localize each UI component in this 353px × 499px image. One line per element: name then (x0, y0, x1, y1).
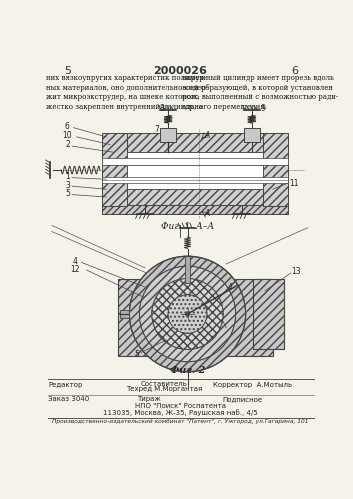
Text: 1: 1 (65, 173, 70, 182)
Text: Техред М.Моргантая: Техред М.Моргантая (126, 386, 202, 392)
Circle shape (168, 295, 207, 333)
Text: 1: 1 (170, 286, 174, 295)
Bar (263, 133, 288, 206)
Text: Производственно-издательский комбинат "Патент", г. Ужгород, ул.Гагарина, 101: Производственно-издательский комбинат "П… (52, 420, 309, 425)
Text: 4: 4 (228, 282, 233, 291)
Text: 7: 7 (154, 125, 159, 134)
Bar (127, 133, 263, 152)
Text: НПО "Поиск" Роспатента: НПО "Поиск" Роспатента (135, 403, 226, 409)
Text: Фиг. 1  А–А: Фиг. 1 А–А (161, 222, 214, 231)
Text: 4: 4 (73, 257, 78, 266)
Bar (102, 177, 288, 183)
Bar (127, 189, 263, 205)
Text: 3: 3 (65, 181, 70, 190)
Text: Редактор: Редактор (48, 382, 82, 388)
Bar (127, 152, 263, 189)
Text: 5: 5 (135, 350, 139, 359)
Text: 8: 8 (160, 104, 164, 113)
Circle shape (130, 256, 246, 372)
Text: 5: 5 (64, 66, 71, 76)
Text: Корректор  А.Мотыль: Корректор А.Мотыль (213, 382, 292, 388)
Bar (185, 256, 190, 283)
Text: Фиг. 2: Фиг. 2 (170, 366, 205, 375)
Text: 11: 11 (289, 179, 298, 188)
Text: Составитель: Составитель (141, 381, 188, 387)
Bar (160, 128, 176, 142)
Text: наружный цилиндр имеет прорезь вдоль
всей образующей, в которой установлен
нож, : наружный цилиндр имеет прорезь вдоль все… (182, 74, 338, 111)
Text: Заказ 3040: Заказ 3040 (48, 396, 89, 402)
Text: Подписное: Подписное (222, 396, 263, 402)
Text: ниx вязкоупругих характеристик полимер-
ных материалов, оно дополнительно содер-: ниx вязкоупругих характеристик полимер- … (47, 74, 209, 111)
Bar (120, 310, 130, 318)
Circle shape (139, 266, 235, 362)
Circle shape (152, 278, 223, 349)
Bar (102, 133, 127, 206)
Text: 6: 6 (291, 66, 298, 76)
Text: 2000026: 2000026 (154, 66, 208, 76)
Bar (118, 279, 273, 356)
Text: 3: 3 (228, 325, 233, 334)
Circle shape (168, 295, 207, 333)
Text: A: A (204, 131, 210, 140)
Circle shape (139, 266, 235, 362)
Text: A: A (204, 210, 210, 219)
Text: 5: 5 (65, 189, 70, 199)
Text: 9: 9 (260, 104, 265, 113)
Circle shape (185, 312, 190, 316)
Text: Тираж: Тираж (137, 396, 161, 402)
Text: 13: 13 (291, 267, 301, 276)
Bar (102, 159, 288, 165)
Bar (253, 279, 285, 349)
Text: 6: 6 (65, 122, 70, 131)
Circle shape (130, 256, 246, 372)
Bar (244, 128, 259, 142)
Circle shape (152, 278, 223, 349)
Text: 6: 6 (197, 267, 202, 276)
Text: 2: 2 (65, 140, 70, 149)
Text: 12: 12 (70, 265, 80, 274)
Text: 10: 10 (62, 131, 72, 140)
Bar (102, 205, 288, 214)
Text: 113035, Москва, Ж-35, Раушская наб., 4/5: 113035, Москва, Ж-35, Раушская наб., 4/5 (103, 409, 258, 416)
